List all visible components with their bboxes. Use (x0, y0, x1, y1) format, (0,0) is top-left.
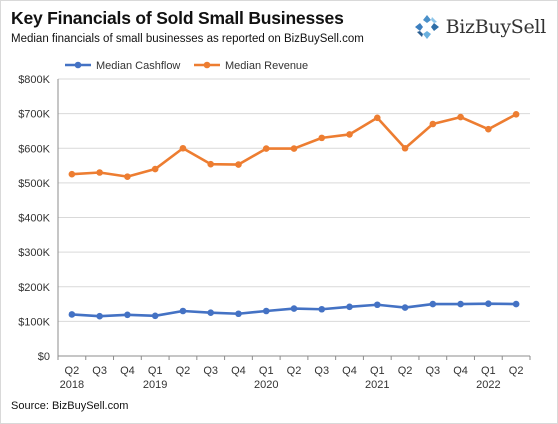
x-tick-label: Q3 (425, 365, 440, 377)
data-point (235, 161, 242, 168)
x-tick-label: Q3 (314, 365, 329, 377)
x-tick-label: Q4 (342, 365, 357, 377)
data-point (429, 300, 437, 308)
x-tick-label: Q4 (453, 365, 468, 377)
data-point (346, 303, 353, 311)
y-tick-label: $500K (18, 178, 50, 190)
axes (57, 79, 531, 360)
data-point (179, 307, 187, 315)
data-point (485, 300, 492, 308)
data-point (318, 134, 326, 142)
data-point (124, 311, 131, 319)
x-tick-label: Q4 (120, 365, 135, 377)
x-tick-label: Q3 (92, 365, 107, 377)
bizbuysell-logo-icon (414, 15, 439, 39)
data-point (262, 307, 270, 315)
x-tick-label: Q1 (259, 365, 274, 377)
data-point (151, 312, 159, 320)
data-point (290, 145, 298, 152)
x-tick-label: Q1 (370, 365, 385, 377)
data-point (401, 304, 409, 311)
y-tick-label: $300K (18, 247, 50, 259)
data-point (235, 310, 242, 318)
x-tick-year-label: 2020 (254, 379, 278, 391)
data-point (290, 305, 298, 312)
legend-swatch-marker (74, 61, 82, 69)
data-point (262, 145, 270, 152)
x-tick-year-label: 2021 (365, 379, 389, 391)
data-point (96, 169, 103, 176)
data-point (151, 165, 159, 173)
y-tick-label: $200K (18, 282, 50, 294)
x-tick-label: Q4 (231, 365, 246, 377)
legend-label: Median Revenue (225, 60, 308, 72)
y-tick-label: $600K (18, 143, 50, 155)
x-tick-label: Q3 (203, 365, 218, 377)
data-point (346, 131, 353, 138)
data-point (373, 114, 381, 122)
data-point (68, 311, 76, 318)
data-point (457, 113, 464, 121)
data-point (96, 312, 103, 320)
data-point (124, 173, 131, 180)
brand-logo: BizBuySell (414, 14, 546, 40)
legend: Median Cashflow Median Revenue (65, 60, 308, 72)
data-point (207, 309, 215, 317)
data-point (512, 111, 520, 118)
chart-title: Key Financials of Sold Small Businesses (11, 8, 344, 28)
data-point (485, 125, 492, 133)
data-point (68, 170, 76, 178)
x-tick-label: Q1 (481, 365, 496, 377)
y-tick-label: $800K (18, 74, 50, 86)
data-point (179, 144, 187, 152)
x-tick-year-label: 2018 (60, 379, 84, 391)
y-tick-label: $100K (18, 316, 50, 328)
legend-swatch-marker (203, 61, 211, 69)
logo-text: BizBuySell (445, 16, 547, 38)
data-point (512, 300, 520, 308)
y-tick-label: $700K (18, 109, 50, 121)
tick-labels: $0 $100K $200K $300K $400K $500K $600K $700K $80… (18, 74, 523, 391)
data-point (429, 120, 437, 128)
legend-label: Median Cashflow (96, 60, 180, 72)
x-tick-label: Q2 (287, 365, 302, 377)
source-note: Source: BizBuySell.com (11, 400, 129, 412)
x-tick-year-label: 2019 (143, 379, 167, 391)
x-tick-label: Q2 (509, 365, 524, 377)
series-lines (68, 111, 520, 320)
data-point (318, 305, 326, 313)
x-tick-label: Q2 (65, 365, 80, 377)
y-tick-label: $0 (38, 351, 50, 363)
chart-subtitle: Median financials of small businesses as… (11, 33, 364, 45)
data-point (373, 301, 381, 309)
x-tick-label: Q2 (398, 365, 413, 377)
x-tick-label: Q1 (148, 365, 163, 377)
x-tick-label: Q2 (176, 365, 191, 377)
data-point (401, 144, 409, 152)
data-point (207, 160, 215, 168)
y-tick-label: $400K (18, 213, 50, 225)
data-point (457, 300, 464, 308)
x-tick-year-label: 2022 (476, 379, 500, 391)
